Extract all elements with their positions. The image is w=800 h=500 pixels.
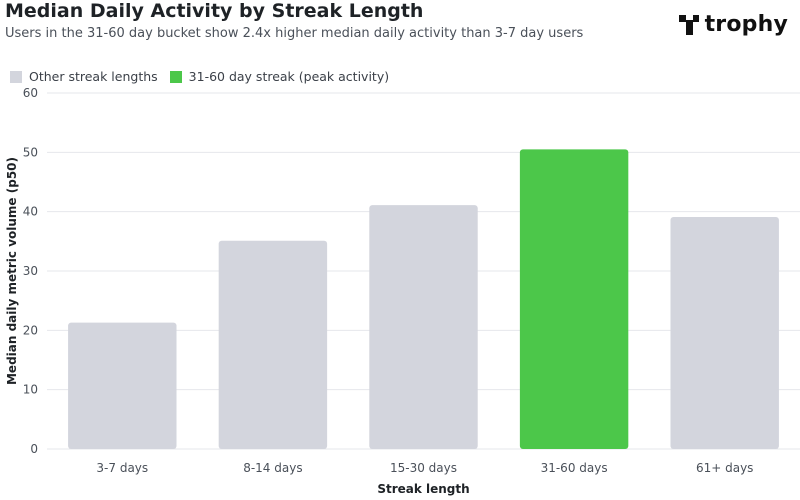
legend-swatch-peak (169, 70, 182, 83)
legend-item-peak: 31-60 day streak (peak activity) (169, 69, 390, 84)
chart-title: Median Daily Activity by Streak Length (5, 0, 424, 22)
bar (68, 322, 177, 449)
bar (670, 217, 779, 449)
bars (68, 149, 779, 449)
legend-label-peak: 31-60 day streak (peak activity) (188, 69, 390, 84)
chart-legend: Other streak lengths 31-60 day streak (p… (10, 69, 401, 84)
x-tick-label: 15-30 days (390, 461, 457, 475)
legend-label-other: Other streak lengths (29, 69, 158, 84)
bar (519, 149, 629, 449)
brand-logo-text: trophy (704, 12, 788, 37)
brand-logo: trophy (678, 12, 788, 37)
x-tick-label: 3-7 days (96, 461, 148, 475)
bar (369, 205, 478, 449)
y-tick-label: 50 (23, 145, 38, 159)
y-tick-label: 20 (23, 323, 38, 337)
x-tick-label: 61+ days (696, 461, 753, 475)
trophy-logo-icon (678, 14, 699, 35)
bar (218, 240, 328, 449)
y-tick-label: 40 (23, 205, 38, 219)
x-tick-label: 31-60 days (541, 461, 608, 475)
y-tick-label: 0 (30, 442, 38, 456)
chart-subtitle: Users in the 31-60 day bucket show 2.4x … (5, 26, 584, 41)
y-tick-label: 30 (23, 264, 38, 278)
y-tick-label: 10 (23, 383, 38, 397)
y-tick-label: 60 (23, 86, 38, 100)
x-axis-title: Streak length (377, 482, 469, 496)
legend-swatch-other (10, 70, 22, 83)
y-axis-title: Median daily metric volume (p50) (5, 157, 19, 385)
legend-item-other: Other streak lengths (10, 69, 158, 84)
y-axis-ticks: 0 10 20 30 40 50 60 (23, 86, 38, 456)
x-axis-ticks: 3-7 days 8-14 days 15-30 days 31-60 days 61+… (96, 461, 753, 475)
x-tick-label: 8-14 days (243, 461, 302, 475)
